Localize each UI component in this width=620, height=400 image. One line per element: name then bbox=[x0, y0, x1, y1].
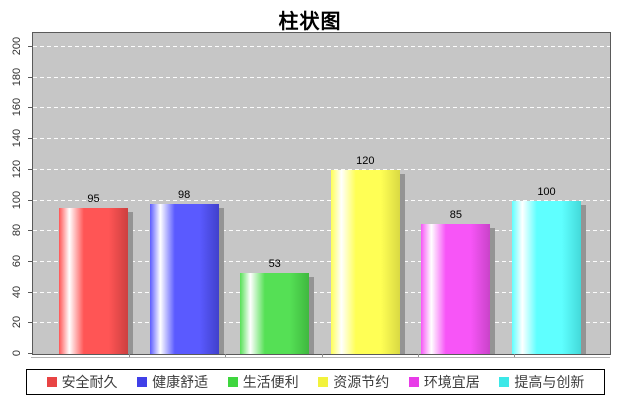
gridline bbox=[33, 322, 610, 324]
y-axis-tick-label: 80 bbox=[11, 224, 23, 237]
gridline bbox=[33, 260, 610, 262]
x-axis-tick-mark bbox=[513, 354, 515, 357]
gridline bbox=[33, 107, 610, 109]
y-axis-tick-mark bbox=[28, 107, 32, 109]
bar bbox=[330, 169, 400, 354]
legend-label: 环境宜居 bbox=[423, 374, 480, 390]
y-axis-tick-mark bbox=[28, 168, 32, 170]
y-axis-tick-label: 0 bbox=[11, 349, 23, 357]
bar bbox=[59, 208, 128, 354]
gridline bbox=[33, 168, 610, 170]
legend-swatch bbox=[499, 377, 510, 387]
legend-label: 资源节约 bbox=[333, 374, 390, 390]
legend-item: 提高与创新 bbox=[499, 372, 584, 392]
gridline bbox=[33, 76, 610, 78]
bar-value-label: 120 bbox=[356, 154, 375, 167]
bar-value-label: 95 bbox=[87, 193, 100, 206]
plot-area: 95 98 53 120 85 100 bbox=[32, 32, 611, 355]
y-axis-tick-mark bbox=[28, 291, 32, 293]
y-axis-tick-mark bbox=[28, 353, 32, 354]
bar bbox=[512, 200, 581, 354]
legend-label: 提高与创新 bbox=[514, 374, 585, 390]
bar-shadow bbox=[218, 207, 224, 354]
gridline bbox=[33, 199, 610, 201]
y-axis-tick-label: 140 bbox=[11, 128, 23, 148]
legend-swatch bbox=[318, 377, 329, 387]
bar bbox=[421, 223, 491, 354]
gridline bbox=[33, 230, 610, 232]
y-axis-tick-label: 40 bbox=[11, 285, 23, 298]
legend-item: 资源节约 bbox=[318, 372, 389, 392]
legend-label: 安全耐久 bbox=[61, 374, 118, 390]
y-axis-tick-label: 60 bbox=[11, 254, 23, 268]
x-axis-tick-mark bbox=[417, 354, 419, 357]
bar-shadow bbox=[581, 204, 586, 354]
bar-shadow bbox=[399, 173, 405, 354]
bar-shadow bbox=[309, 276, 315, 354]
legend: 安全耐久 健康舒适 生活便利 资源节约 环境宜居 提高与创新 bbox=[26, 369, 605, 395]
legend-swatch bbox=[408, 377, 419, 387]
x-axis-line bbox=[31, 357, 610, 358]
y-axis-tick-mark bbox=[28, 138, 32, 140]
y-axis-tick-mark bbox=[28, 76, 32, 78]
bar-value-label: 100 bbox=[537, 185, 556, 198]
y-axis-tick-label: 120 bbox=[11, 159, 23, 178]
gridline bbox=[33, 46, 610, 47]
gridline bbox=[33, 138, 610, 140]
bar-value-label: 53 bbox=[268, 257, 281, 270]
legend-swatch bbox=[227, 377, 238, 387]
legend-item: 环境宜居 bbox=[408, 372, 480, 392]
y-axis-tick-mark bbox=[28, 199, 32, 201]
chart-title: 柱状图 bbox=[278, 11, 342, 33]
bar-shadow bbox=[490, 227, 496, 354]
y-axis-tick-label: 160 bbox=[11, 98, 23, 117]
legend-item: 安全耐久 bbox=[46, 372, 118, 392]
bar-shadow bbox=[128, 212, 133, 354]
y-axis-tick-mark bbox=[28, 260, 32, 262]
legend-item: 健康舒适 bbox=[137, 372, 208, 392]
x-axis-tick-mark bbox=[321, 354, 323, 357]
y-axis-tick-label: 180 bbox=[11, 67, 23, 86]
x-axis-tick-mark bbox=[225, 354, 227, 357]
legend-swatch bbox=[137, 377, 148, 387]
legend-label: 健康舒适 bbox=[152, 374, 209, 390]
legend-item: 生活便利 bbox=[227, 372, 299, 392]
legend-swatch bbox=[46, 377, 57, 387]
y-axis-tick-mark bbox=[28, 230, 32, 232]
bar-value-label: 85 bbox=[449, 208, 463, 221]
y-axis-tick-label: 200 bbox=[11, 36, 23, 56]
bar bbox=[149, 203, 219, 354]
bar bbox=[240, 272, 310, 354]
y-axis-tick-label: 20 bbox=[11, 316, 23, 329]
x-axis-tick-mark bbox=[129, 354, 131, 357]
legend-label: 生活便利 bbox=[242, 374, 299, 390]
y-axis-tick-label: 100 bbox=[11, 190, 23, 209]
y-axis-tick-mark bbox=[28, 46, 32, 47]
bar-value-label: 98 bbox=[177, 188, 191, 201]
gridline bbox=[33, 291, 610, 293]
y-axis-tick-mark bbox=[28, 322, 32, 324]
